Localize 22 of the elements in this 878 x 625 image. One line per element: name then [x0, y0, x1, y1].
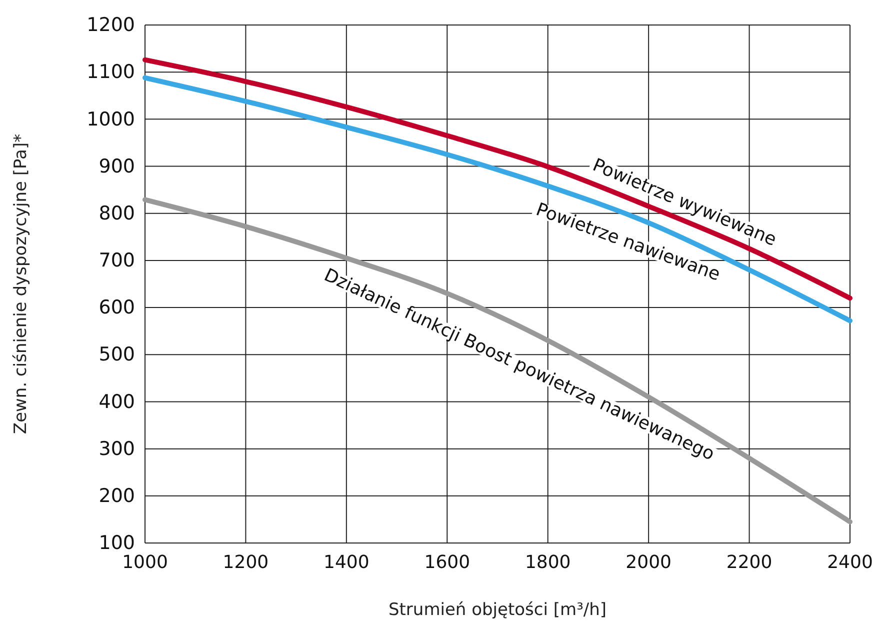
y-tick-label: 500	[98, 344, 135, 366]
y-tick-label: 700	[98, 250, 135, 272]
x-axis-title: Strumień objętości [m³/h]	[388, 600, 607, 620]
x-tick-label: 1600	[424, 552, 470, 573]
y-axis-title: Zewn. ciśnienie dyspozycyjne [Pa]*	[11, 134, 31, 434]
y-tick-label: 400	[98, 390, 135, 413]
x-tick-label: 1400	[324, 552, 370, 573]
y-tick-label: 600	[98, 296, 135, 319]
y-tick-label: 100	[98, 532, 135, 554]
x-tick-label: 2000	[626, 552, 672, 573]
x-tick-label: 2400	[827, 552, 873, 573]
y-tick-label: 300	[98, 438, 135, 460]
y-tick-label: 1100	[86, 61, 135, 84]
y-tick-label: 200	[98, 484, 135, 507]
x-tick-label: 1800	[524, 552, 571, 573]
y-tick-label: 1000	[86, 108, 135, 130]
y-tick-label: 900	[98, 155, 135, 178]
x-tick-label: 1200	[222, 552, 269, 573]
y-tick-label: 1200	[86, 14, 135, 36]
x-tick-label: 1000	[122, 552, 168, 573]
y-tick-label: 800	[98, 202, 135, 224]
x-tick-label: 2200	[726, 552, 772, 573]
